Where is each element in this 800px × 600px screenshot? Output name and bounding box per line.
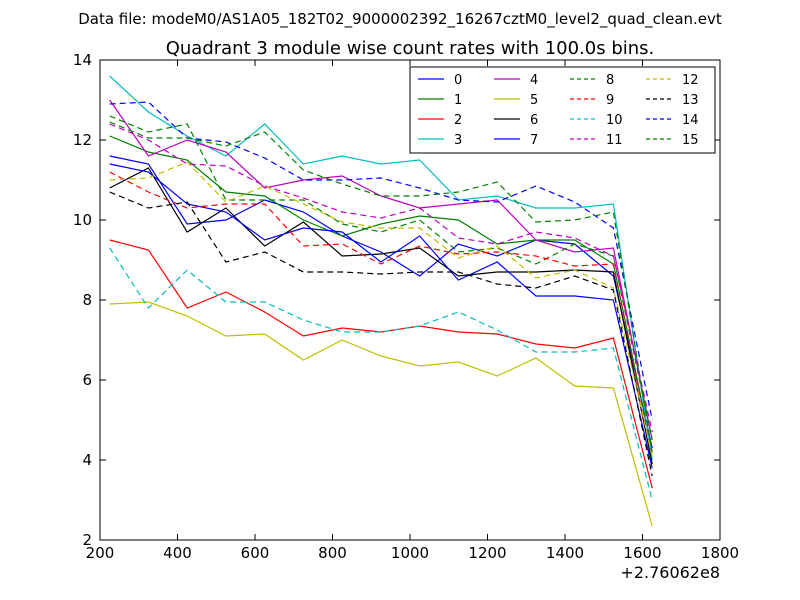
series-6-line <box>109 167 653 465</box>
legend-label-3: 3 <box>454 133 462 148</box>
series-5-line <box>109 301 653 527</box>
series-9-line <box>109 171 653 457</box>
x-tick-label: 200 <box>86 544 115 562</box>
chart-title: Quadrant 3 module wise count rates with … <box>166 38 655 59</box>
legend-label-1: 1 <box>454 93 462 108</box>
plot-area <box>109 75 653 527</box>
legend-label-15: 15 <box>682 133 699 148</box>
x-tick-label: 800 <box>318 544 347 562</box>
legend-label-11: 11 <box>606 133 623 148</box>
legend-label-12: 12 <box>682 73 699 88</box>
y-tick-label: 2 <box>82 531 92 549</box>
series-12-line <box>109 161 653 457</box>
series-11-line <box>109 123 653 433</box>
x-tick-label: 1800 <box>701 544 739 562</box>
series-13-line <box>109 191 653 477</box>
series-14-line <box>109 101 653 421</box>
x-tick-label: 1200 <box>468 544 506 562</box>
legend-label-10: 10 <box>606 113 623 128</box>
legend-label-7: 7 <box>530 133 538 148</box>
series-3-line <box>109 75 653 461</box>
y-tick-label: 12 <box>73 131 92 149</box>
y-tick-label: 8 <box>82 291 92 309</box>
series-15-line <box>109 121 653 453</box>
x-tick-label: 1000 <box>391 544 429 562</box>
series-8-line <box>109 115 653 441</box>
legend-box <box>409 66 716 154</box>
series-7-line <box>109 163 653 469</box>
legend-label-4: 4 <box>530 73 538 88</box>
y-tick-label: 10 <box>73 211 92 229</box>
series-2-line <box>109 239 653 489</box>
legend-label-0: 0 <box>454 73 462 88</box>
axes: 200 400 600 800 1000 1200 1400 1600 180024681012… <box>73 51 739 562</box>
legend-label-9: 9 <box>606 93 614 108</box>
legend-label-13: 13 <box>682 93 699 108</box>
x-tick-label: 600 <box>241 544 270 562</box>
legend-label-5: 5 <box>530 93 538 108</box>
chart-suptitle: Data file: modeM0/AS1A05_182T02_90000023… <box>78 10 722 29</box>
y-tick-label: 4 <box>82 451 92 469</box>
series-4-line <box>109 99 653 441</box>
y-tick-label: 14 <box>73 51 92 69</box>
x-tick-label: 1600 <box>623 544 661 562</box>
legend-label-14: 14 <box>682 113 699 128</box>
legend-label-6: 6 <box>530 113 538 128</box>
x-tick-label: 400 <box>163 544 192 562</box>
legend-label-2: 2 <box>454 113 462 128</box>
series-1-line <box>109 135 653 453</box>
x-tick-label: 1400 <box>546 544 584 562</box>
x-offset-label: +2.76062e8 <box>620 563 720 582</box>
y-tick-label: 6 <box>82 371 92 389</box>
series-10-line <box>109 247 653 501</box>
legend-label-8: 8 <box>606 73 614 88</box>
